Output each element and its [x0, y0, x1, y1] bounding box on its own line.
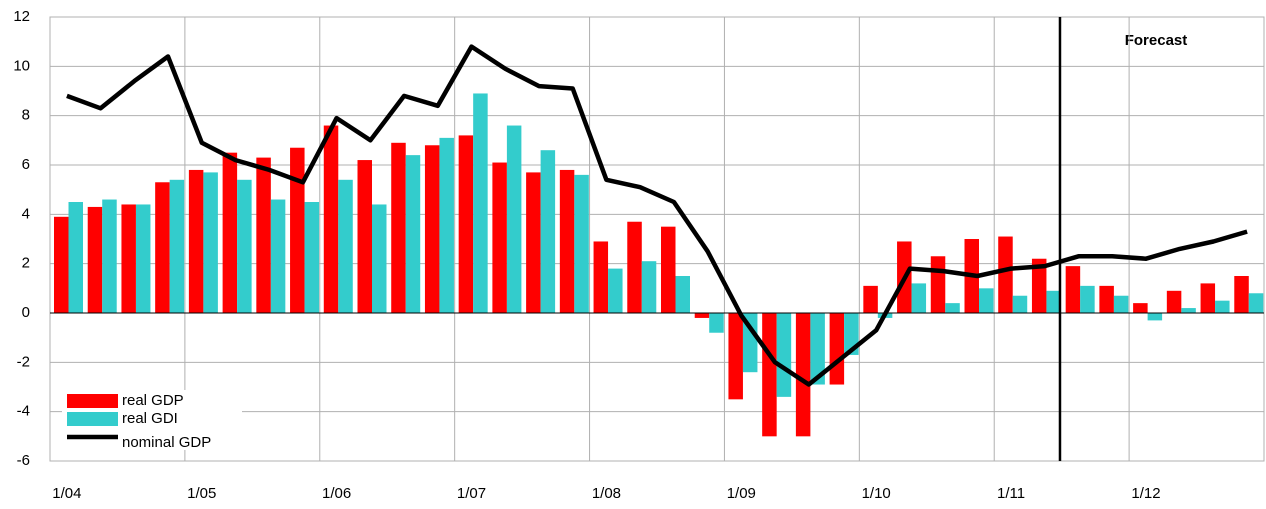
- bar: [54, 216, 69, 313]
- bar: [930, 256, 946, 313]
- bar: [1080, 285, 1095, 313]
- bar: [776, 313, 792, 397]
- bar: [844, 313, 859, 355]
- bar: [290, 147, 305, 313]
- bar: [135, 204, 151, 313]
- bar: [574, 174, 589, 313]
- bar: [593, 241, 609, 313]
- y-tick-label: 8: [22, 107, 30, 124]
- bar: [762, 313, 777, 437]
- plot-frame: [49, 16, 1265, 462]
- bar: [627, 221, 642, 313]
- bar: [237, 179, 252, 313]
- legend-label: nominal GDP: [122, 434, 211, 451]
- bar: [810, 313, 825, 385]
- bar: [372, 204, 387, 313]
- bar: [911, 283, 927, 313]
- bar: [709, 313, 724, 333]
- x-tick-label: 1/11: [997, 485, 1025, 502]
- x-tick-label: 1/04: [52, 485, 81, 502]
- bar: [1012, 295, 1028, 313]
- bar: [424, 145, 440, 313]
- bar: [694, 313, 710, 318]
- bar: [270, 199, 286, 313]
- bar: [742, 313, 758, 373]
- bar: [829, 313, 845, 385]
- y-tick-label: 4: [22, 205, 30, 222]
- bar: [1133, 303, 1148, 313]
- x-tick-label: 1/10: [862, 485, 891, 502]
- bar: [391, 142, 406, 313]
- bar: [540, 150, 556, 313]
- legend-swatch: [67, 394, 118, 408]
- bar: [102, 199, 117, 313]
- bar: [1234, 276, 1249, 313]
- bar: [405, 155, 421, 313]
- x-tick-label: 1/08: [592, 485, 621, 502]
- bar: [155, 182, 170, 313]
- bar: [1065, 266, 1081, 313]
- bar: [188, 169, 204, 313]
- x-tick-label: 1/09: [727, 485, 756, 502]
- bar: [473, 93, 488, 313]
- bar: [439, 137, 454, 313]
- x-tick-label: 1/05: [187, 485, 216, 502]
- bar: [608, 268, 623, 313]
- bar: [1166, 290, 1182, 313]
- y-tick-label: 10: [13, 57, 30, 74]
- bar: [1215, 300, 1230, 313]
- bar: [526, 172, 541, 313]
- x-tick-label: 1/12: [1131, 485, 1160, 502]
- legend-swatch: [67, 412, 118, 426]
- bar: [222, 152, 238, 313]
- forecast-label: Forecast: [1125, 32, 1188, 49]
- y-tick-label: 6: [22, 156, 30, 173]
- bar: [338, 179, 353, 313]
- y-tick-label: 2: [22, 255, 30, 272]
- y-tick-label: -2: [17, 353, 30, 370]
- legend-label: real GDI: [122, 410, 178, 427]
- legend-label: real GDP: [122, 392, 184, 409]
- bar: [1248, 293, 1264, 313]
- bar: [641, 261, 657, 313]
- x-tick-label: 1/06: [322, 485, 351, 502]
- bar: [979, 288, 994, 313]
- bar: [728, 313, 743, 400]
- bar: [945, 303, 960, 313]
- y-tick-label: -4: [17, 403, 30, 420]
- bar: [492, 162, 507, 313]
- bar: [256, 157, 271, 313]
- bar: [323, 125, 339, 314]
- y-tick-label: 0: [22, 304, 30, 321]
- bar: [1046, 290, 1061, 313]
- bar: [1099, 285, 1114, 313]
- bar: [357, 160, 372, 313]
- y-tick-label: -6: [17, 452, 30, 469]
- bar: [506, 125, 522, 314]
- bar: [675, 276, 690, 313]
- bar: [87, 206, 103, 313]
- y-tick-label: 12: [13, 8, 30, 25]
- bar: [68, 202, 83, 313]
- bar: [169, 179, 185, 313]
- bar: [458, 135, 474, 313]
- bar: [863, 285, 878, 313]
- bar: [1200, 283, 1216, 313]
- line: [66, 44, 1248, 387]
- bar: [795, 313, 811, 437]
- bar: [304, 202, 320, 313]
- bar: [559, 169, 575, 313]
- bar: [661, 226, 676, 313]
- bar: [121, 204, 136, 313]
- bar: [1181, 308, 1196, 313]
- bar: [1113, 295, 1129, 313]
- bar: [998, 236, 1013, 313]
- bar: [203, 172, 218, 313]
- bar: [1147, 313, 1163, 321]
- x-tick-label: 1/07: [457, 485, 486, 502]
- bar: [1031, 258, 1047, 313]
